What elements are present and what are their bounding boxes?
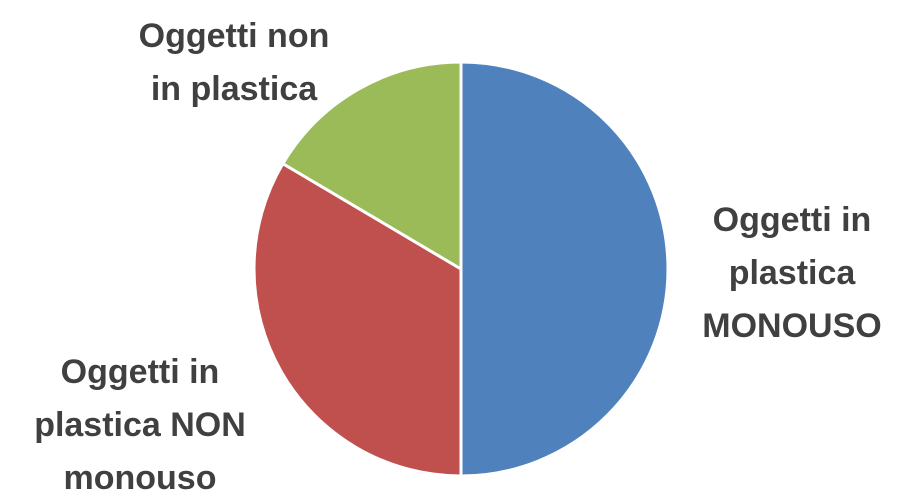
label-line: MONOUSO [702, 307, 881, 345]
label-line: monouso [64, 459, 217, 497]
label-line: in plastica [151, 70, 318, 108]
label-line: plastica NON [34, 406, 246, 444]
label-line: Oggetti non [139, 17, 330, 55]
label-monouso: Oggetti in plastica MONOUSO [702, 201, 881, 345]
label-non-plastica: Oggetti non in plastica [139, 17, 330, 108]
label-non-monouso: Oggetti in plastica NON monouso [34, 353, 246, 497]
pie-slices [254, 62, 668, 476]
slice-monouso [461, 62, 668, 476]
label-line: Oggetti in [713, 201, 872, 239]
label-line: plastica [729, 254, 857, 292]
label-line: Oggetti in [61, 353, 220, 391]
